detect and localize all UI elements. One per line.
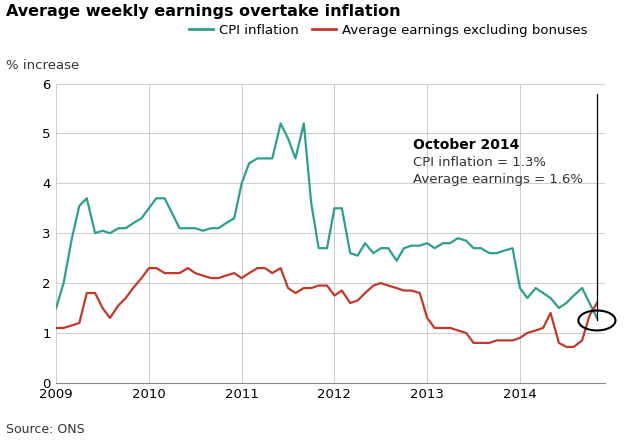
Text: Source: ONS: Source: ONS [6,422,85,436]
Text: Average earnings = 1.6%: Average earnings = 1.6% [413,173,583,187]
Text: CPI inflation = 1.3%: CPI inflation = 1.3% [413,156,546,169]
Text: % increase: % increase [6,59,79,73]
Text: October 2014: October 2014 [413,139,520,152]
Text: Average weekly earnings overtake inflation: Average weekly earnings overtake inflati… [6,4,401,19]
Legend: CPI inflation, Average earnings excluding bonuses: CPI inflation, Average earnings excludin… [183,18,593,42]
